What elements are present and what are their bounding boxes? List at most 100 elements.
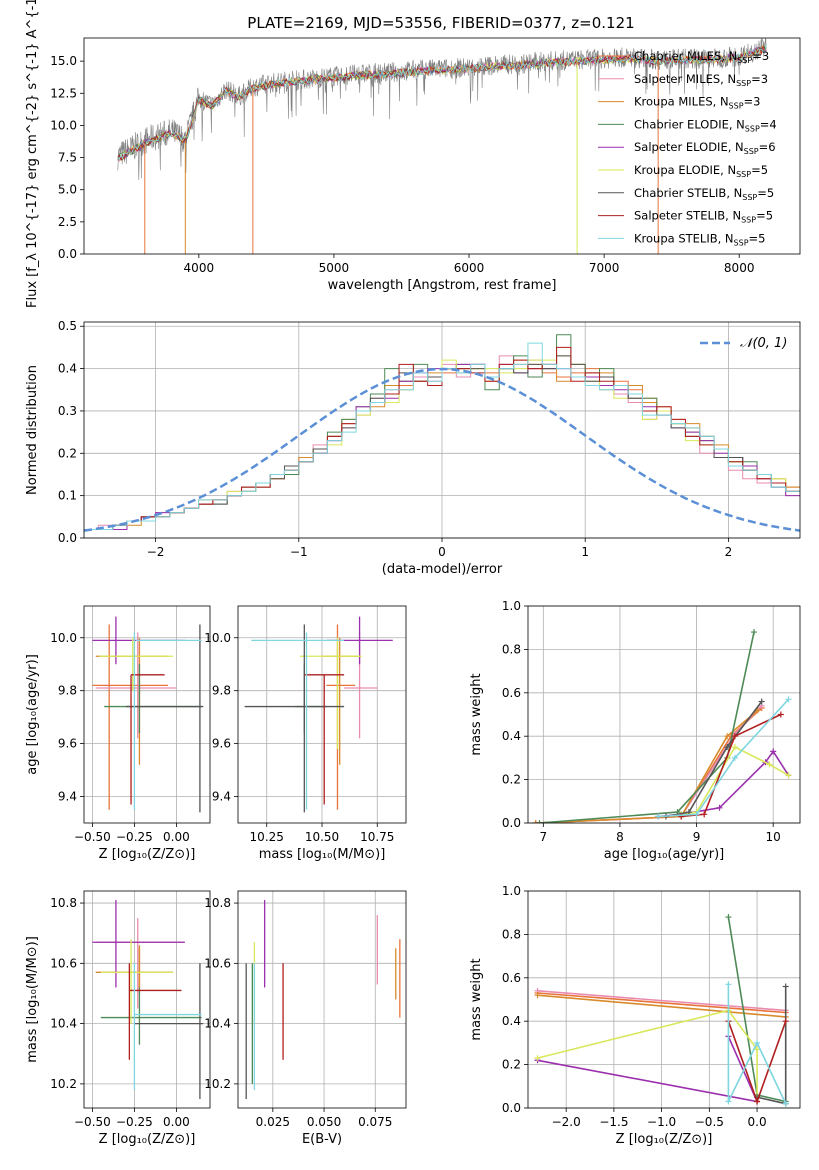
- legend-label: Chabrier MILES, NSSP=3: [634, 49, 769, 65]
- mass-weight-line: [539, 631, 755, 823]
- mass-weight-marker: [766, 761, 773, 768]
- legend-label: 𝒩(0, 1): [740, 336, 787, 351]
- mass-weight-marker: [725, 1098, 732, 1105]
- y-tick-label: 0.4: [502, 1014, 521, 1028]
- chart-residuals: −2 −1 0 1 2 0.0 0.1 0.2 0.3 0.4 0.5 (data-model)/er…: [25, 319, 801, 577]
- y-tick-label: 10.2: [204, 1077, 231, 1091]
- x-axis-label: Z [log₁₀(Z/Z⊙)]: [99, 1132, 196, 1147]
- plot-area: [92, 900, 204, 1099]
- x-tick-label: 4000: [184, 261, 215, 275]
- y-tick-label: 10.6: [204, 956, 231, 970]
- mass-weight-marker: [751, 629, 758, 636]
- y-tick-label: 9.6: [212, 737, 231, 751]
- y-tick-label: 0.8: [502, 642, 521, 656]
- y-axis-label: mass weight: [469, 958, 484, 1040]
- mass-weight-marker: [725, 981, 732, 988]
- y-tick-label: 10.0: [50, 631, 77, 645]
- y-axis-label: age [log₁₀(age/yr)]: [25, 654, 40, 775]
- x-axis-label: Z [log₁₀(Z/Z⊙)]: [616, 1132, 713, 1147]
- mass-weight-marker: [716, 804, 723, 811]
- x-tick-label: 0.050: [307, 1115, 341, 1129]
- residual-histogram: [84, 342, 800, 538]
- mass-weight-marker: [770, 748, 777, 755]
- spectrum-model-line: [117, 44, 767, 160]
- x-tick-label: 8: [616, 830, 624, 844]
- chart-mass_vs_Z: −0.50 −0.25 0.00 10.2 10.4 10.6 10.8 Z [log₁₀(Z…: [25, 890, 211, 1147]
- y-tick-label: 12.5: [50, 86, 77, 100]
- x-tick-label: 0.00: [163, 830, 190, 844]
- x-tick-label: 0.075: [358, 1115, 392, 1129]
- normal-curve: [84, 367, 800, 532]
- mass-weight-line: [537, 1036, 759, 1103]
- legend-label: Salpeter MILES, NSSP=3: [634, 72, 768, 88]
- y-tick-label: 0.0: [502, 1101, 521, 1115]
- y-tick-label: 1.0: [502, 599, 521, 613]
- y-tick-label: 0.0: [58, 247, 77, 261]
- mass-weight-marker: [701, 811, 708, 818]
- x-tick-label: −1.5: [599, 1115, 628, 1129]
- y-tick-label: 1.0: [502, 884, 521, 898]
- mass-weight-line: [756, 986, 787, 1105]
- y-tick-label: 2.5: [58, 215, 77, 229]
- x-tick-label: 1: [581, 545, 589, 559]
- x-axis-label: Z [log₁₀(Z/Z⊙)]: [99, 847, 196, 862]
- x-tick-label: 10: [766, 830, 781, 844]
- chart-age_vs_Z: −0.50 −0.25 0.00 9.4 9.6 9.8 10.0 Z [log₁₀(Z/Z⊙…: [25, 605, 211, 862]
- x-tick-label: 9: [693, 830, 701, 844]
- chart-spectrum: 4000 5000 6000 7000 8000 0.0 2.5 5.0 7.5 10.0 12.5…: [25, 0, 801, 308]
- y-tick-label: 0.6: [502, 971, 521, 985]
- mass-weight-marker: [731, 733, 738, 740]
- mass-weight-line: [665, 701, 763, 818]
- y-tick-label: 0.5: [58, 319, 77, 333]
- axes-frame: [527, 605, 801, 824]
- x-tick-label: 2: [725, 545, 733, 559]
- mass-weight-marker: [782, 983, 789, 990]
- legend-label: Chabrier ELODIE, NSSP=4: [634, 117, 777, 133]
- y-tick-label: 0.4: [58, 362, 77, 376]
- axes-frame: [237, 890, 407, 1109]
- mass-weight-line: [537, 1009, 758, 1102]
- chart-massweight_vs_age: 7 8 9 10 0.0 0.2 0.4 0.6 0.8 1.0 age [log₁₀(age/yr…: [469, 599, 801, 862]
- mass-weight-line: [658, 698, 790, 818]
- mass-weight-marker: [536, 820, 543, 823]
- axes-frame: [83, 37, 801, 255]
- legend-label: Kroupa ELODIE, NSSP=5: [634, 163, 768, 179]
- y-tick-label: 7.5: [58, 151, 77, 165]
- x-tick-label: 10.25: [250, 830, 284, 844]
- mass-weight-marker: [785, 772, 792, 779]
- y-tick-label: 0.1: [58, 489, 77, 503]
- y-tick-label: 10.0: [204, 631, 231, 645]
- y-tick-label: 10.8: [204, 896, 231, 910]
- mass-weight-marker: [724, 733, 731, 740]
- y-axis-label: mass [log₁₀(M/M⊙)]: [25, 936, 40, 1063]
- x-tick-label: 0.025: [256, 1115, 290, 1129]
- mass-weight-marker: [693, 811, 700, 818]
- chart-massweight_vs_Z: −2.0 −1.5 −1.0 −0.5 0.0 0.0 0.2 0.4 0.6 0.8 1.0 Z […: [469, 884, 801, 1147]
- y-tick-label: 10.6: [50, 956, 77, 970]
- y-tick-label: 10.2: [50, 1077, 77, 1091]
- x-tick-label: 0.0: [748, 1115, 767, 1129]
- x-tick-label: −0.50: [74, 830, 111, 844]
- x-tick-label: −2.0: [552, 1115, 581, 1129]
- y-tick-label: 5.0: [58, 183, 77, 197]
- y-tick-label: 10.0: [50, 118, 77, 132]
- mass-weight-marker: [754, 1098, 761, 1105]
- x-tick-label: 10.50: [305, 830, 339, 844]
- mass-weight-marker: [534, 1055, 541, 1062]
- y-tick-label: 9.4: [58, 790, 77, 804]
- y-tick-label: 0.3: [58, 404, 77, 418]
- x-axis-label: mass [log₁₀(M/M⊙)]: [259, 847, 386, 862]
- y-tick-label: 0.0: [502, 816, 521, 830]
- y-tick-label: 9.8: [58, 684, 77, 698]
- chart-age_vs_mass: 10.25 10.50 10.75 9.4 9.6 9.8 10.0 mass [log₁₀(…: [204, 605, 407, 862]
- legend-label: Kroupa MILES, NSSP=3: [634, 95, 760, 111]
- legend-label: Salpeter STELIB, NSSP=5: [634, 209, 773, 225]
- y-axis-label: Normed distribution: [25, 365, 40, 495]
- axes-frame: [83, 890, 211, 1109]
- mass-weight-line: [727, 984, 787, 1105]
- y-tick-label: 9.6: [58, 737, 77, 751]
- plot-area: [92, 616, 204, 813]
- x-tick-label: 0.00: [163, 1115, 190, 1129]
- plot-area: [244, 616, 393, 813]
